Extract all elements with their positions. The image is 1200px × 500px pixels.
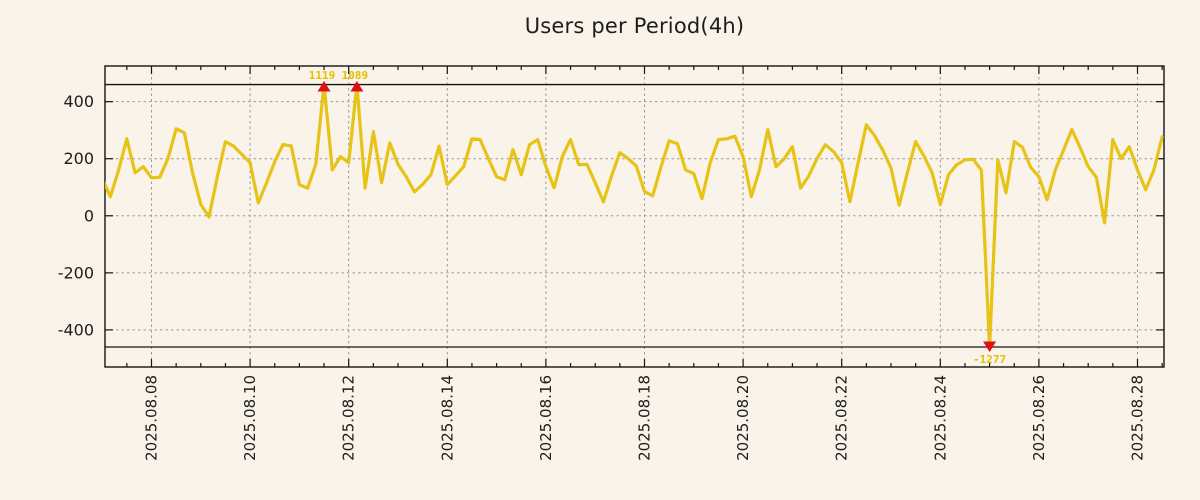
x-axis-tick-label: 2025.08.28	[1129, 375, 1147, 461]
x-axis-tick-label: 2025.08.24	[931, 375, 949, 461]
peak-value-label: -1277	[973, 353, 1006, 366]
y-axis-tick-label: -400	[58, 320, 94, 339]
peak-value-label: 1089	[342, 69, 369, 82]
plot-border	[104, 65, 1165, 368]
x-axis-tick-label: 2025.08.18	[636, 375, 654, 461]
y-axis-tick-label: 200	[63, 149, 94, 168]
x-axis-tick-label: 2025.08.22	[833, 375, 851, 461]
peak-marker-triangle-up	[350, 81, 364, 92]
series-line-users	[105, 82, 1164, 349]
peak-marker-triangle-up	[317, 81, 331, 92]
x-axis-tick-label: 2025.08.26	[1030, 375, 1048, 461]
y-axis-tick-label: 400	[63, 92, 94, 111]
x-axis-tick-label: 2025.08.08	[143, 375, 161, 461]
y-axis-tick-label: 0	[84, 206, 94, 225]
peak-value-label: 1119	[309, 69, 336, 82]
x-axis-tick-label: 2025.08.20	[734, 375, 752, 461]
chart-title: Users per Period(4h)	[524, 14, 745, 38]
x-axis-tick-label: 2025.08.10	[241, 375, 259, 461]
peak-marker-triangle-down	[983, 341, 997, 352]
x-axis-tick-label: 2025.08.14	[438, 375, 456, 461]
x-axis-tick-label: 2025.08.12	[340, 375, 358, 461]
y-axis-tick-label: -200	[58, 263, 94, 282]
x-axis-tick-label: 2025.08.16	[537, 375, 555, 461]
